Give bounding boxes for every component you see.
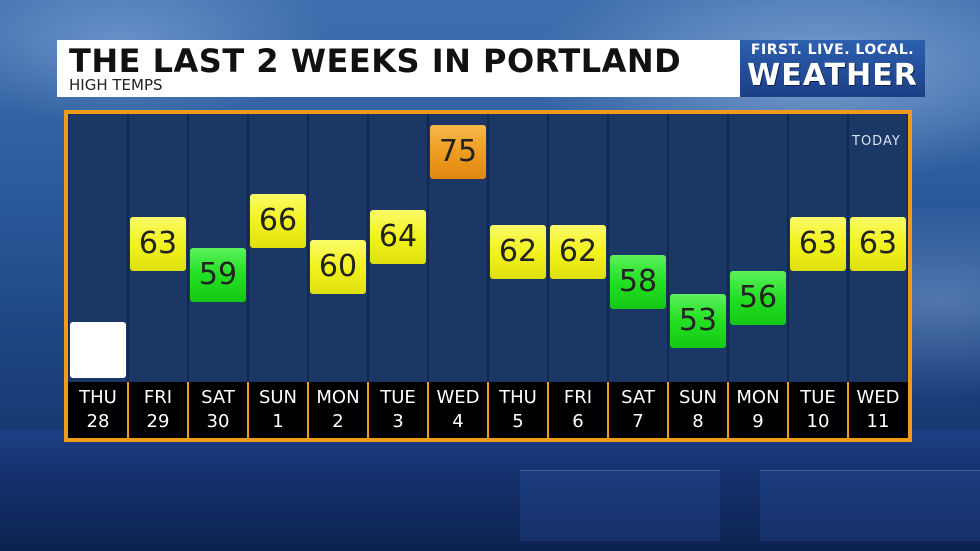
temp-badge: 66 [250, 194, 306, 249]
day-separator [787, 382, 789, 438]
day-name: THU [499, 387, 537, 408]
day-axis: THU 28 FRI 29 SAT 30 SUN 1 MON 2 TUE 3 WED 4 THU 5 FRI 6 S… [68, 382, 908, 438]
title-banner: THE LAST 2 WEEKS IN PORTLAND HIGH TEMPS [57, 40, 740, 97]
day-date: 29 [146, 411, 170, 432]
chart-subtitle: HIGH TEMPS [69, 76, 163, 94]
station-logo: FIRST. LIVE. LOCAL. WEATHER [740, 40, 925, 97]
temp-badge: 62 [550, 224, 606, 279]
day-date: 11 [866, 411, 890, 432]
temp-badge: 75 [430, 125, 486, 180]
day-name: TUE [800, 387, 836, 408]
day-name: MON [736, 387, 780, 408]
floor-panel [520, 470, 720, 541]
day-column [729, 114, 787, 382]
day-tick-label: SUN 1 [248, 382, 308, 438]
day-date: 1 [272, 411, 284, 432]
day-separator [247, 382, 249, 438]
day-date: 9 [752, 411, 764, 432]
temp-badge: 63 [130, 217, 186, 272]
temp-badge: 59 [190, 247, 246, 302]
day-separator [367, 382, 369, 438]
day-name: WED [436, 387, 480, 408]
studio-floor [0, 430, 980, 551]
day-date: 2 [332, 411, 344, 432]
day-separator [127, 382, 129, 438]
day-tick-label: SAT 30 [188, 382, 248, 438]
day-separator [307, 382, 309, 438]
today-label: TODAY [852, 134, 901, 149]
day-separator [847, 382, 849, 438]
day-date: 6 [572, 411, 584, 432]
temp-badge: 56 [730, 270, 786, 325]
day-separator [487, 382, 489, 438]
day-tick-label: MON 2 [308, 382, 368, 438]
day-date: 30 [206, 411, 230, 432]
day-date: 28 [86, 411, 110, 432]
day-tick-label: TUE 3 [368, 382, 428, 438]
chart-title: THE LAST 2 WEEKS IN PORTLAND [69, 42, 682, 80]
day-name: SUN [678, 387, 718, 408]
day-tick-label: TUE 10 [788, 382, 848, 438]
temp-badge: 63 [850, 217, 906, 272]
floor-panel [760, 470, 980, 541]
day-name: TUE [380, 387, 416, 408]
day-date: 5 [512, 411, 524, 432]
day-name: WED [856, 387, 900, 408]
temp-badge: 64 [370, 209, 426, 264]
day-tick-label: THU 28 [68, 382, 128, 438]
day-tick-label: WED 11 [848, 382, 908, 438]
day-name: FRI [143, 387, 173, 408]
day-separator [187, 382, 189, 438]
day-tick-label: FRI 29 [128, 382, 188, 438]
temp-badge: 58 [610, 255, 666, 310]
day-tick-label: WED 4 [428, 382, 488, 438]
day-name: SAT [621, 387, 655, 408]
day-date: 3 [392, 411, 404, 432]
day-tick-label: THU 5 [488, 382, 548, 438]
day-name: SAT [201, 387, 235, 408]
day-tick-label: SUN 8 [668, 382, 728, 438]
day-separator [607, 382, 609, 438]
day-name: THU [79, 387, 117, 408]
day-separator [727, 382, 729, 438]
day-tick-label: FRI 6 [548, 382, 608, 438]
temp-badge: 60 [310, 240, 366, 295]
temp-badge: 53 [670, 293, 726, 348]
day-date: 8 [692, 411, 704, 432]
temp-badge: 62 [490, 224, 546, 279]
day-date: 10 [806, 411, 830, 432]
temperature-chart: 63 59 66 60 64 75 62 62 58 53 56 63 63 TODAY THU 28 FRI 2… [64, 110, 912, 442]
day-name: MON [316, 387, 360, 408]
day-separator [667, 382, 669, 438]
day-separator [547, 382, 549, 438]
temp-badge: 63 [790, 217, 846, 272]
logo-wordmark: WEATHER [747, 58, 918, 93]
day-separator [427, 382, 429, 438]
day-date: 7 [632, 411, 644, 432]
day-name: SUN [258, 387, 298, 408]
day-date: 4 [452, 411, 464, 432]
logo-tagline: FIRST. LIVE. LOCAL. [750, 42, 915, 58]
empty-temp-badge [70, 322, 126, 378]
day-name: FRI [563, 387, 593, 408]
day-tick-label: SAT 7 [608, 382, 668, 438]
day-column [609, 114, 667, 382]
day-tick-label: MON 9 [728, 382, 788, 438]
